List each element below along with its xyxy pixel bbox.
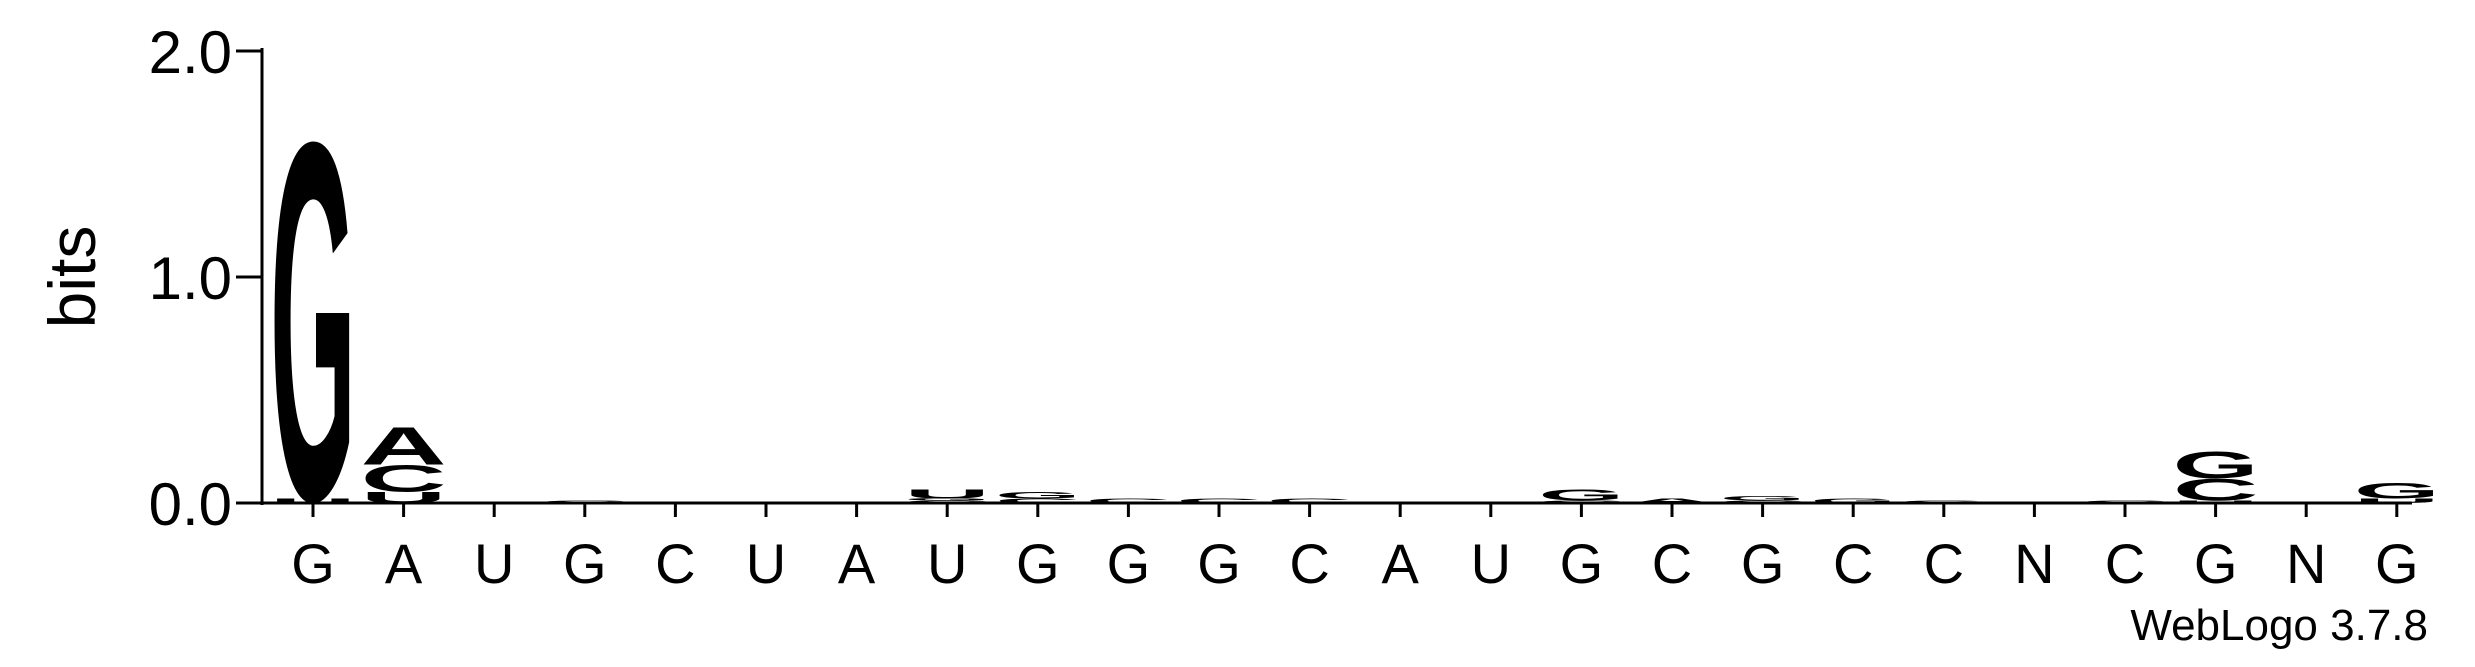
logo-letter: C (1538, 500, 1624, 504)
logo-letter: U (904, 487, 990, 501)
x-tick-label: A (1382, 532, 1420, 595)
logo-letter: G (904, 498, 990, 502)
logo-letter: C (542, 500, 628, 504)
x-tick-label: U (746, 532, 786, 595)
x-tick-label: N (2286, 532, 2326, 595)
logo-letter: C (1176, 497, 1262, 504)
logo-letter: C (361, 458, 447, 500)
logo-letter: G (2354, 479, 2440, 504)
x-tick-label: G (291, 532, 335, 595)
logo-letter: G (1810, 497, 1896, 504)
x-tick-label: C (2105, 532, 2145, 595)
logo-letter: C (2173, 472, 2259, 507)
logo-letter: A (1629, 497, 1715, 504)
logo-letter: G (1720, 495, 1806, 502)
x-tick-label: U (1471, 532, 1511, 595)
x-tick-label: G (1741, 532, 1785, 595)
logo-letter: G (1901, 500, 1987, 504)
logo-letter: U (2354, 497, 2440, 504)
x-tick-label: G (1197, 532, 1241, 595)
logo-letter: A (361, 416, 447, 476)
logo-letter: G (995, 490, 1081, 501)
x-tick-label: U (927, 532, 967, 595)
x-tick-label: C (1924, 532, 1964, 595)
logo-letter: C (1085, 497, 1171, 504)
logo-letter: G (2173, 445, 2259, 487)
x-tick-label: C (1833, 532, 1873, 595)
x-tick-label: A (838, 532, 876, 595)
y-tick-label: 0.0 (149, 471, 232, 538)
logo-letter: C (995, 497, 1081, 504)
x-tick-label: N (2014, 532, 2054, 595)
x-tick-label: G (1016, 532, 1060, 595)
x-tick-label: G (563, 532, 607, 595)
logo-letter: G (1538, 487, 1624, 505)
x-tick-label: G (1107, 532, 1151, 595)
x-tick-label: C (1652, 532, 1692, 595)
credit: WebLogo 3.7.8 (2130, 601, 2428, 650)
logo-letter: C (1720, 500, 1806, 504)
x-tick-label: G (1560, 532, 1604, 595)
x-tick-label: C (1289, 532, 1329, 595)
x-tick-label: U (474, 532, 514, 595)
logo-letter: C (904, 500, 990, 504)
logo-letter: U (270, 497, 356, 504)
y-axis-label: bits (35, 226, 109, 329)
x-tick-label: C (655, 532, 695, 595)
logo-letter: C (1267, 497, 1353, 504)
y-tick-label: 1.0 (149, 245, 232, 312)
y-tick-label: 2.0 (149, 19, 232, 86)
x-tick-label: G (2375, 532, 2419, 595)
logo-letter: C (2082, 500, 2168, 504)
logo-letter: U (2173, 500, 2259, 504)
logo-letter: U (361, 489, 447, 507)
x-tick-label: A (385, 532, 423, 595)
x-tick-label: G (2194, 532, 2238, 595)
logo-letter: G (270, 36, 356, 608)
